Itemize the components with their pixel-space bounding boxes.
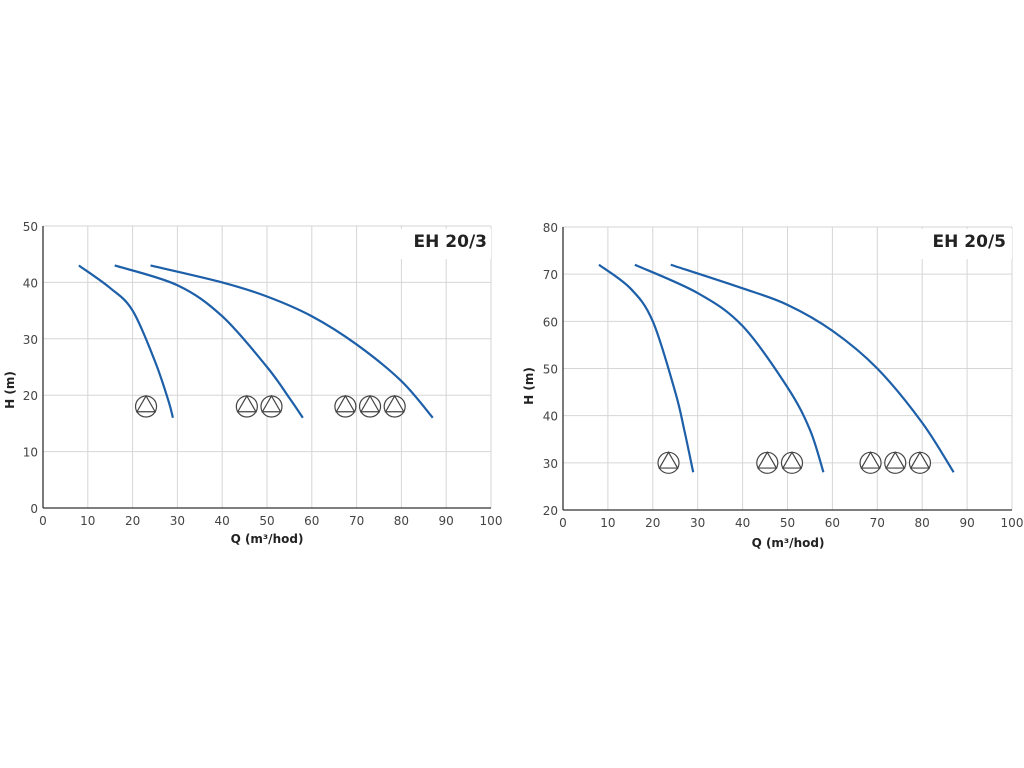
x-tick-label: 30 [690, 516, 705, 530]
pump-circle [358, 395, 382, 418]
pump-triangle [335, 394, 356, 413]
y-tick-label: 50 [23, 220, 38, 234]
pump-circle [334, 395, 357, 418]
x-tick-label: 10 [600, 516, 615, 530]
x-tick-label: 60 [304, 514, 319, 528]
pump-symbol-icon [657, 451, 680, 474]
y-tick-label: 70 [543, 268, 558, 282]
y-axis-label: H (m) [522, 367, 536, 405]
y-tick-label: 10 [23, 446, 38, 460]
x-tick-label: 40 [735, 516, 750, 530]
chart-title: EH 20/3 [414, 232, 487, 252]
curve-3-pumps [150, 264, 434, 419]
pump-symbol-icon [334, 394, 357, 418]
x-tick-label: 100 [1001, 516, 1024, 530]
pump-symbol-icon [383, 394, 406, 418]
pump-triangle [781, 451, 803, 469]
x-tick-label: 90 [439, 514, 454, 528]
pump-circle [908, 451, 932, 474]
pump-symbol-icon [260, 394, 283, 418]
pump-triangle [236, 394, 257, 413]
x-tick-label: 100 [480, 514, 503, 528]
chart-title: EH 20/5 [933, 232, 1006, 252]
pump-symbol-icon [884, 451, 907, 474]
y-tick-label: 40 [543, 410, 558, 424]
pump-triangle [885, 451, 906, 469]
grid: 0 10 20 30 40 50 60 70 80 90 100 0 10 20 30 40 50 [23, 220, 503, 528]
grid: 0 10 20 30 40 50 60 70 80 90 100 20 30 40 50 60 70 80 [543, 221, 1024, 530]
y-tick-label: 40 [23, 276, 38, 290]
y-tick-label: 20 [543, 504, 558, 518]
y-tick-label: 60 [543, 315, 558, 329]
x-axis-label: Q (m³/hod) [231, 532, 304, 546]
curve-2-pumps [114, 264, 304, 419]
x-axis-label: Q (m³/hod) [752, 536, 825, 550]
pump-symbol-icon [358, 394, 382, 418]
x-tick-label: 70 [349, 514, 364, 528]
pump-circle [235, 395, 258, 418]
pump-symbol-icon [756, 451, 779, 474]
x-tick-label: 50 [259, 514, 274, 528]
pump-triangle [860, 451, 881, 469]
x-tick-label: 60 [825, 516, 840, 530]
pump-triangle [757, 451, 778, 469]
pump-circle [756, 451, 779, 474]
x-tick-label: 0 [39, 514, 47, 528]
y-tick-label: 80 [543, 221, 558, 235]
x-tick-label: 0 [559, 516, 567, 530]
pump-circle [780, 451, 804, 474]
pump-symbol-icon [235, 394, 258, 418]
x-tick-label: 20 [125, 514, 140, 528]
y-tick-label: 50 [543, 363, 558, 377]
x-tick-label: 50 [780, 516, 795, 530]
y-axis-label: H (m) [3, 371, 17, 409]
pump-circle [657, 451, 680, 474]
title-background [920, 229, 1012, 259]
curve-1-pump [78, 264, 174, 419]
pump-circle [884, 451, 907, 474]
x-tick-label: 80 [915, 516, 930, 530]
x-tick-label: 90 [959, 516, 974, 530]
pump-symbol-icon [134, 394, 158, 418]
pump-triangle [384, 394, 405, 413]
pump-symbol-icon [780, 451, 804, 474]
y-tick-label: 0 [30, 502, 38, 516]
y-tick-label: 30 [23, 333, 38, 347]
y-tick-label: 20 [23, 389, 38, 403]
chart-eh-20-5: 0 10 20 30 40 50 60 70 80 90 100 20 30 40 50 60 70 80 EH … [522, 221, 1023, 550]
x-tick-label: 30 [170, 514, 185, 528]
pump-circle [134, 395, 158, 418]
pump-symbol-icon [859, 451, 882, 474]
x-tick-label: 20 [645, 516, 660, 530]
pump-symbol-icon [908, 451, 932, 474]
pump-triangle [658, 451, 679, 469]
curve-2-pumps [634, 263, 825, 473]
x-tick-label: 10 [80, 514, 95, 528]
curve-1-pump [598, 263, 695, 473]
y-tick-label: 30 [543, 457, 558, 471]
x-tick-label: 70 [870, 516, 885, 530]
pump-triangle [261, 394, 282, 413]
pump-circle [383, 395, 406, 418]
pump-triangle [909, 451, 931, 469]
title-background [400, 229, 491, 259]
curve-3-pumps [670, 263, 955, 473]
pump-circle [260, 395, 283, 418]
x-tick-label: 40 [215, 514, 230, 528]
chart-eh-20-3: 0 10 20 30 40 50 60 70 80 90 100 0 10 20 30 40 50 EH 20/… [3, 220, 502, 546]
pump-circle [859, 451, 882, 474]
pump-triangle [359, 394, 381, 413]
x-tick-label: 80 [394, 514, 409, 528]
pump-triangle [135, 394, 157, 413]
